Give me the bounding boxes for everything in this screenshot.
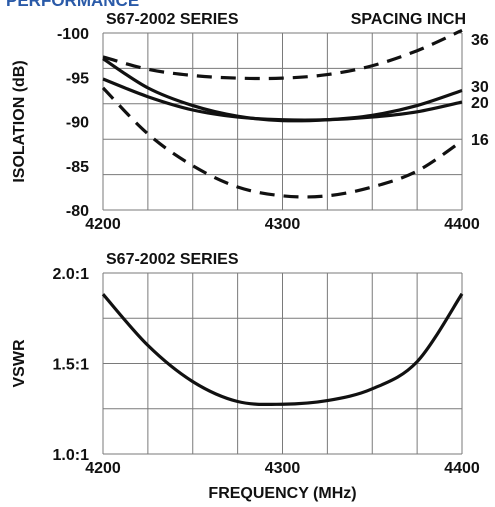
y-axis-label: VSWR: [11, 339, 28, 387]
isolation-chart: S67-2002 SERIES SPACING INCH -100 -95 -90 -85…: [11, 11, 489, 233]
series-label: 20: [471, 95, 489, 112]
y-tick-label: -85: [66, 159, 89, 176]
x-axis-label: FREQUENCY (MHz): [208, 485, 356, 502]
y-tick-label: 1.0:1: [53, 447, 90, 464]
chart-title: S67-2002 SERIES: [106, 251, 239, 268]
series-label: 36: [471, 32, 489, 49]
section-header-fragment: PERFORMANCE: [6, 0, 140, 10]
y-tick-label: -95: [66, 70, 89, 87]
series-line-16: [101, 86, 463, 199]
y-axis-label: ISOLATION (dB): [11, 60, 28, 182]
vswr-chart: S67-2002 SERIES 1.0:1 1.5:1 2.0:1 4200 4300 44…: [11, 251, 480, 502]
y-tick-label: -100: [57, 26, 89, 43]
x-tick-label: 4400: [444, 216, 480, 233]
legend-title: SPACING INCH: [351, 11, 466, 28]
x-tick-label: 4300: [265, 460, 301, 477]
chart-title: S67-2002 SERIES: [106, 11, 239, 28]
y-tick-label: -80: [66, 203, 89, 220]
x-tick-label: 4200: [85, 460, 121, 477]
y-tick-label: 2.0:1: [53, 266, 90, 283]
y-tick-label: 1.5:1: [53, 357, 90, 374]
x-tick-label: 4200: [85, 216, 121, 233]
series-line-20: [102, 77, 463, 122]
x-tick-label: 4300: [265, 216, 301, 233]
y-tick-label: -90: [66, 115, 89, 132]
series-line-vswr: [101, 292, 464, 407]
x-tick-label: 4400: [444, 460, 480, 477]
series-label: 30: [471, 79, 489, 96]
series-line-36: [102, 28, 463, 81]
series-label: 16: [471, 132, 489, 149]
